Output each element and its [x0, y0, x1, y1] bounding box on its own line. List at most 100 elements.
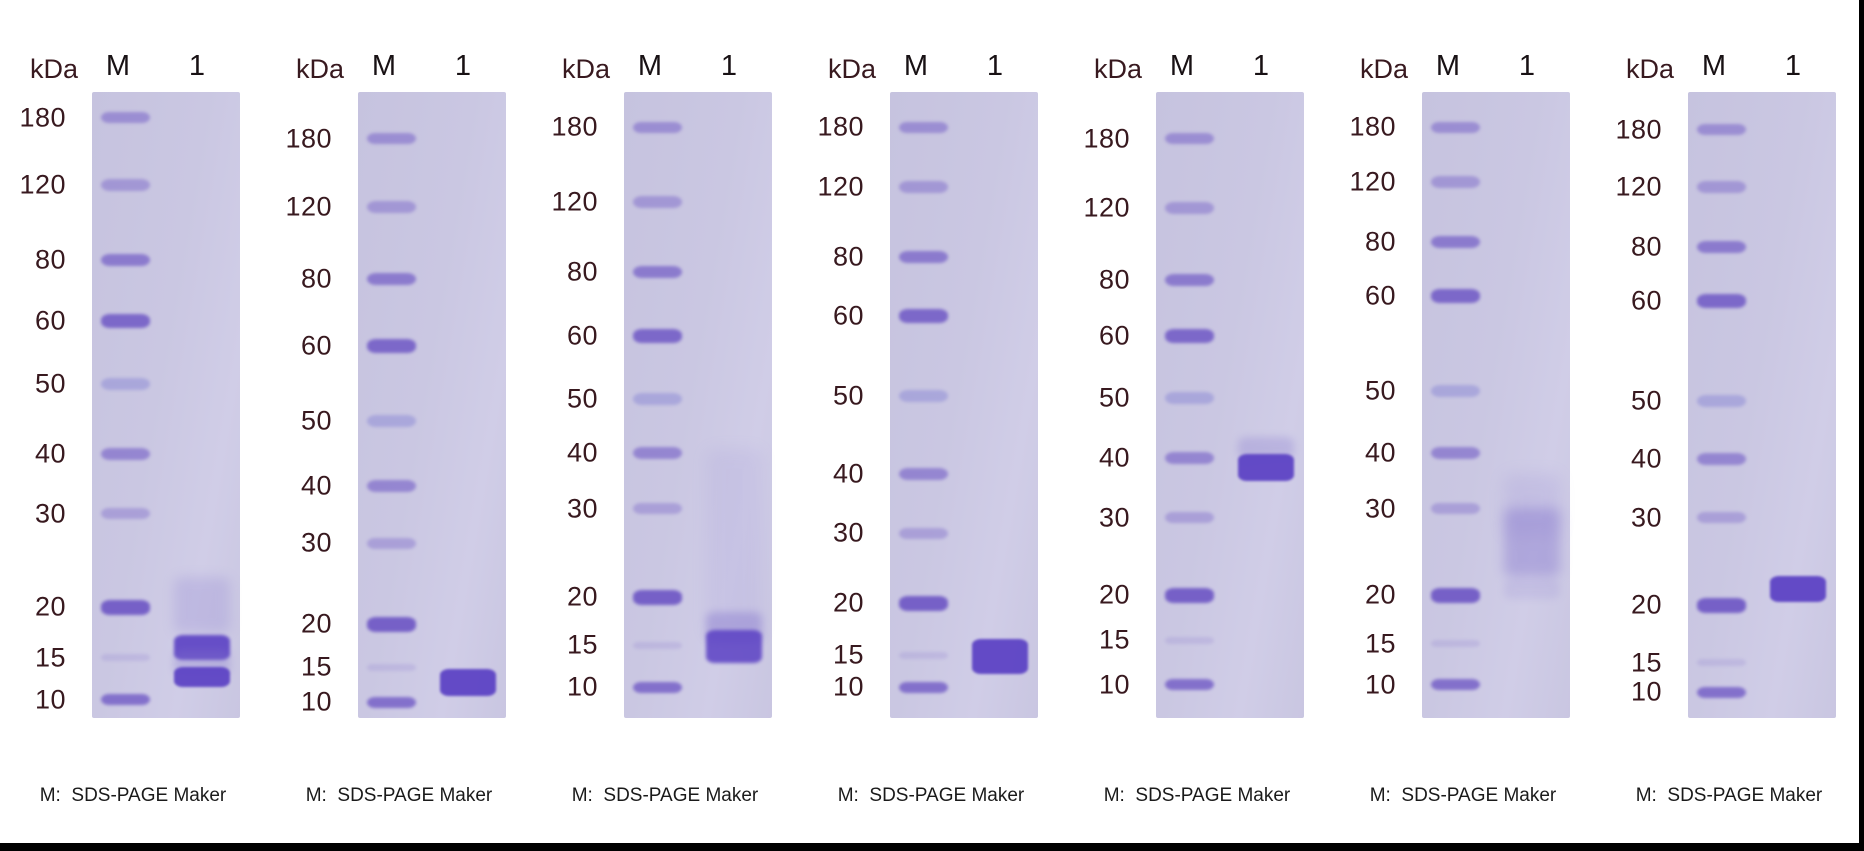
marker-lane [633, 92, 682, 718]
ladder-label-30kda: 30 [300, 527, 332, 558]
ladder-label-20kda: 20 [1364, 579, 1396, 610]
panel-caption: M: SDS-PAGE Maker Lane 1: A35R (C1621) [798, 733, 1064, 851]
gel-panel: kDa M 1 180 120 80 60 50 40 30 20 15 10 M: SDS-PA… [266, 0, 532, 851]
ladder-label-120kda: 120 [285, 191, 332, 222]
ladder-label-20kda: 20 [566, 581, 598, 612]
gel-panel: kDa M 1 180 120 80 60 50 40 30 20 15 10 M: SDS-PA… [532, 0, 798, 851]
marker-band-50kda [899, 390, 948, 403]
sample-band [706, 448, 762, 637]
marker-band-60kda [367, 339, 416, 354]
marker-band-80kda [367, 273, 416, 286]
kda-unit-label: kDa [29, 54, 78, 84]
panel-caption: M: SDS-PAGE Maker Lane 1: M1R (C1624) [1330, 733, 1596, 851]
sample-lane-header: 1 [1784, 50, 1802, 82]
kda-unit-label: kDa [1359, 54, 1408, 84]
caption-marker-line: M: SDS-PAGE Maker [837, 785, 1025, 806]
ladder-label-120kda: 120 [1083, 192, 1130, 223]
ladder-label-10kda: 10 [1364, 669, 1396, 700]
ladder-label-180kda: 180 [817, 111, 864, 142]
ladder-label-50kda: 50 [566, 383, 598, 414]
marker-band-10kda [899, 681, 948, 693]
marker-band-20kda [1697, 597, 1746, 613]
marker-band-20kda [1431, 587, 1480, 603]
marker-band-40kda [899, 467, 948, 480]
marker-lane [1165, 92, 1214, 718]
ladder-label-40kda: 40 [566, 437, 598, 468]
sample-band [174, 577, 230, 634]
marker-band-30kda [633, 503, 682, 515]
gel-panel: kDa M 1 180 120 80 60 50 40 30 20 15 10 M: SDS-PA… [798, 0, 1064, 851]
ladder-labels: 180 120 80 60 50 40 30 20 15 10 [1064, 92, 1142, 718]
sample-band [706, 630, 762, 663]
ladder-label-40kda: 40 [1630, 443, 1662, 474]
marker-band-10kda [1431, 679, 1480, 691]
marker-band-60kda [1431, 289, 1480, 304]
marker-band-40kda [1431, 446, 1480, 459]
panel-caption: M: SDS-PAGE Maker Lane 1: A29L (C1618) [0, 733, 266, 851]
marker-band-30kda [367, 537, 416, 549]
marker-lane [899, 92, 948, 718]
marker-band-80kda [899, 250, 948, 263]
ladder-label-180kda: 180 [551, 111, 598, 142]
marker-band-60kda [1165, 329, 1214, 344]
marker-band-40kda [1165, 451, 1214, 464]
ladder-label-15kda: 15 [300, 651, 332, 682]
ladder-label-40kda: 40 [300, 470, 332, 501]
marker-band-20kda [899, 595, 948, 611]
ladder-labels: 180 120 80 60 50 40 30 20 15 10 [798, 92, 876, 718]
caption-marker-line: M: SDS-PAGE Maker [1369, 785, 1557, 806]
ladder-label-120kda: 120 [19, 169, 66, 200]
ladder-label-180kda: 180 [19, 102, 66, 133]
right-border-bar [1859, 0, 1864, 851]
marker-band-120kda [367, 200, 416, 213]
gel-panel: kDa M 1 180 120 80 60 50 40 30 20 15 10 M: SDS-PA… [1330, 0, 1596, 851]
ladder-label-60kda: 60 [34, 305, 66, 336]
marker-band-30kda [1431, 503, 1480, 515]
marker-band-60kda [899, 309, 948, 324]
sample-lane-header: 1 [986, 50, 1004, 82]
ladder-label-40kda: 40 [34, 438, 66, 469]
ladder-label-20kda: 20 [34, 591, 66, 622]
marker-band-180kda [1431, 121, 1480, 133]
ladder-label-60kda: 60 [300, 330, 332, 361]
ladder-labels: 180 120 80 60 50 40 30 20 15 10 [532, 92, 610, 718]
sample-lane-header: 1 [1252, 50, 1270, 82]
panel-caption: M: SDS-PAGE Maker Lane 1: M1R (C1625) [1596, 733, 1862, 851]
ladder-label-50kda: 50 [300, 405, 332, 436]
ladder-label-30kda: 30 [832, 517, 864, 548]
marker-lane [367, 92, 416, 718]
sample-lane-header: 1 [1518, 50, 1536, 82]
ladder-label-80kda: 80 [34, 244, 66, 275]
ladder-label-20kda: 20 [300, 608, 332, 639]
marker-lane [101, 92, 150, 718]
ladder-label-10kda: 10 [566, 671, 598, 702]
marker-band-80kda [1165, 274, 1214, 287]
marker-band-10kda [367, 696, 416, 708]
ladder-label-60kda: 60 [832, 300, 864, 331]
kda-unit-label: kDa [1625, 54, 1674, 84]
marker-band-60kda [1697, 294, 1746, 309]
marker-band-50kda [1165, 392, 1214, 405]
marker-band-15kda [1165, 636, 1214, 644]
ladder-label-15kda: 15 [34, 642, 66, 673]
sample-band [1238, 436, 1294, 459]
marker-band-50kda [101, 378, 150, 391]
sample-band [1504, 473, 1560, 537]
sample-lane [1504, 92, 1560, 718]
gel-strip [92, 92, 240, 718]
ladder-label-60kda: 60 [566, 320, 598, 351]
sample-band [174, 666, 230, 687]
marker-band-120kda [1165, 201, 1214, 214]
marker-lane-header: M [903, 50, 929, 82]
gel-strip [624, 92, 772, 718]
ladder-label-10kda: 10 [1098, 669, 1130, 700]
kda-unit-label: kDa [827, 54, 876, 84]
marker-lane [1697, 92, 1746, 718]
marker-band-80kda [1697, 240, 1746, 253]
marker-band-30kda [1165, 512, 1214, 524]
marker-band-180kda [899, 121, 948, 133]
ladder-labels: 180 120 80 60 50 40 30 20 15 10 [0, 92, 78, 718]
marker-band-30kda [101, 508, 150, 520]
